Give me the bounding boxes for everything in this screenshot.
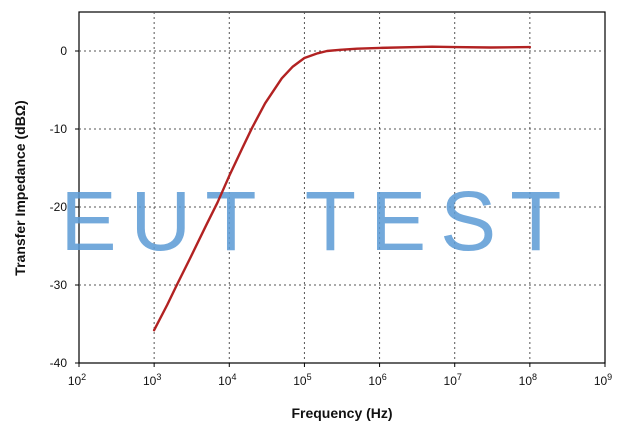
x-tick-exponent: 9 bbox=[607, 372, 612, 382]
x-tick-exponent: 8 bbox=[532, 372, 537, 382]
x-tick-label: 109 bbox=[594, 372, 612, 388]
series-line bbox=[152, 45, 532, 332]
watermark-text: EUT TEST bbox=[61, 174, 576, 268]
x-tick-exponent: 6 bbox=[382, 372, 387, 382]
y-tick-label: 0 bbox=[60, 44, 67, 58]
x-tick-label: 106 bbox=[368, 372, 386, 388]
x-tick-label: 107 bbox=[444, 372, 462, 388]
x-tick-label: 105 bbox=[293, 372, 311, 388]
x-axis-label: Frequency (Hz) bbox=[291, 405, 392, 421]
y-axis-label: Transfer Impedance (dBΩ) bbox=[12, 100, 28, 275]
x-tick-label: 103 bbox=[143, 372, 161, 388]
y-tick-label: -30 bbox=[50, 278, 68, 292]
grid bbox=[79, 12, 605, 363]
x-tick-exponent: 2 bbox=[81, 372, 86, 382]
x-tick-label: 102 bbox=[68, 372, 86, 388]
x-tick-label: 104 bbox=[218, 372, 236, 388]
y-tick-label: -10 bbox=[50, 122, 68, 136]
x-tick-exponent: 7 bbox=[457, 372, 462, 382]
x-tick-exponent: 5 bbox=[307, 372, 312, 382]
y-tick-label: -20 bbox=[50, 200, 68, 214]
x-tick-label: 108 bbox=[519, 372, 537, 388]
x-tick-exponent: 4 bbox=[231, 372, 236, 382]
x-tick-exponent: 3 bbox=[156, 372, 161, 382]
axis-ticks: 102 103 104 105 106 107 108 109 0 -10 -20 -30 -40 bbox=[50, 44, 613, 388]
series-group bbox=[152, 45, 532, 332]
y-tick-label: -40 bbox=[50, 356, 68, 370]
